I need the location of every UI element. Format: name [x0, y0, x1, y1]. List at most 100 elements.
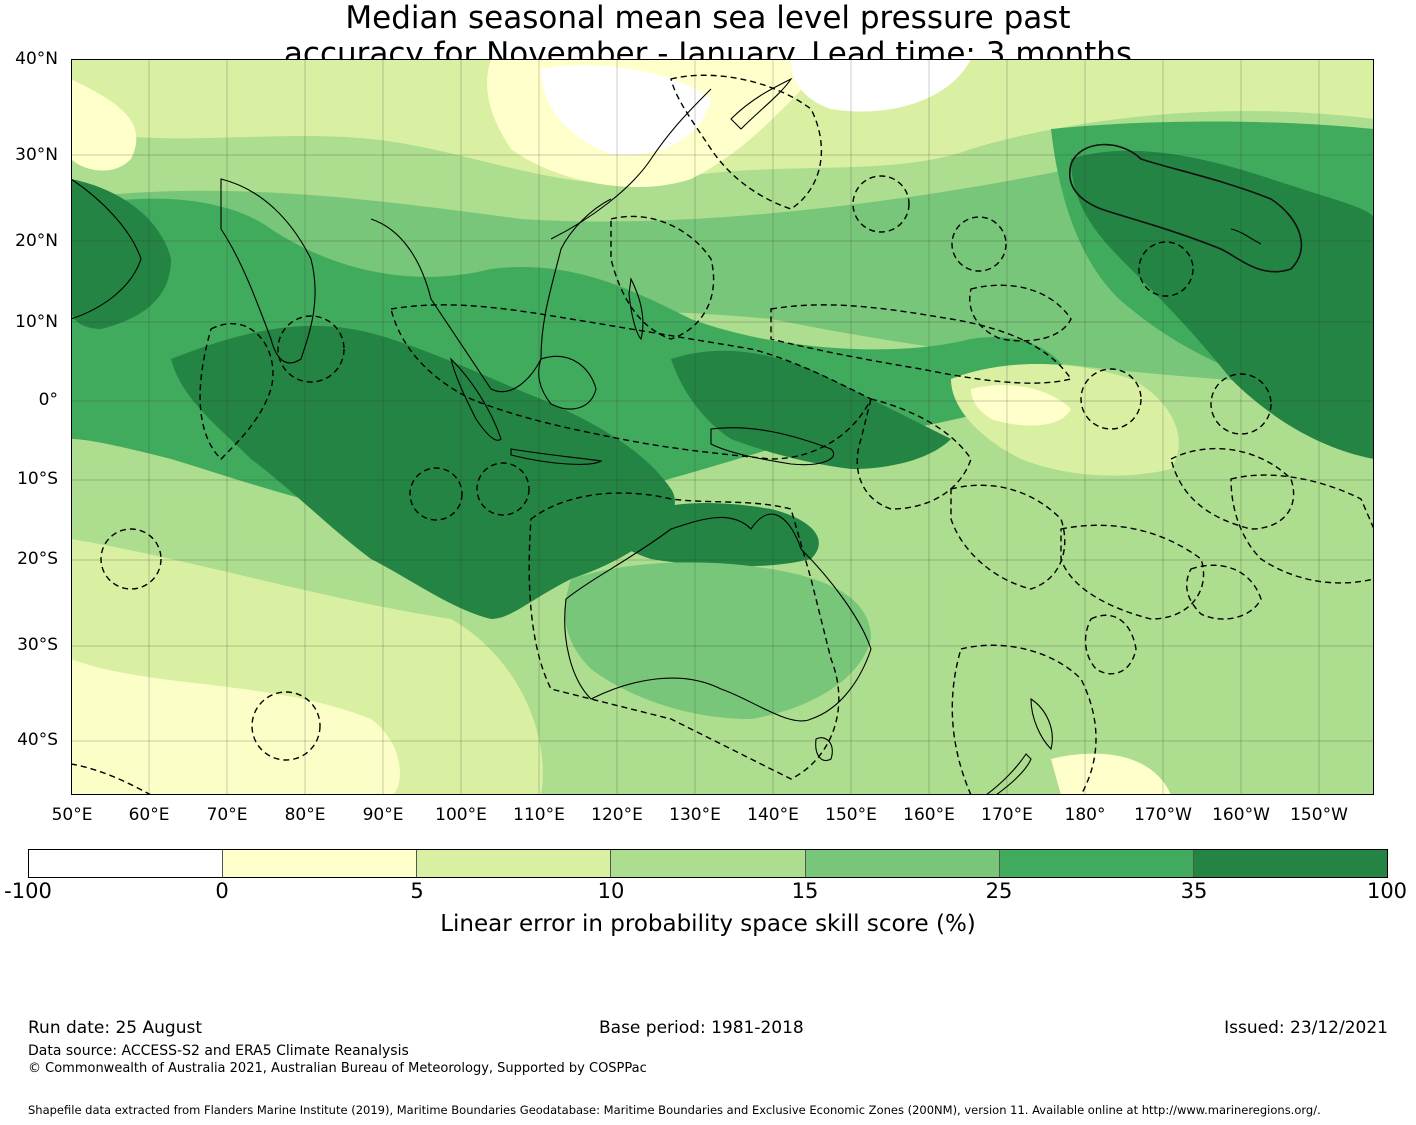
lon-label-150w: 150°W: [1290, 805, 1348, 825]
lat-label-10s: 10°S: [17, 469, 58, 489]
lat-label-30s: 30°S: [17, 635, 58, 655]
lon-label-180: 180°: [1064, 805, 1106, 825]
eez-boundary-st-paul: [251, 691, 321, 761]
shapefile-credit: Shapefile data extracted from Flanders M…: [28, 1103, 1321, 1117]
colorbar-segment-0-5: [223, 850, 418, 877]
coastline-sumatra: [449, 357, 502, 441]
score-region-35-100-maritime: [671, 350, 951, 469]
lon-label-170w: 170°W: [1134, 805, 1192, 825]
coastline-arabia: [71, 178, 142, 320]
score-region-0-5-equatorial-pacific: [971, 385, 1071, 426]
coastline-philippines: [628, 277, 644, 341]
lat-label-40n: 40°N: [15, 49, 58, 69]
eez-boundary-lakshadweep: [277, 315, 345, 383]
colorbar-tick-label: 100: [1366, 879, 1408, 903]
issued-date: Issued: 23/12/2021: [1224, 1018, 1388, 1038]
eez-boundary-johnston: [1138, 241, 1194, 297]
colorbar-segment-15-25: [805, 850, 1000, 877]
data-source: Data source: ACCESS-S2 and ERA5 Climate …: [28, 1043, 409, 1059]
score-region-35-100-arabia: [71, 179, 171, 329]
lon-label-160w: 160°W: [1212, 805, 1270, 825]
lon-label-100e: 100°E: [435, 805, 487, 825]
eez-boundary-cocos: [409, 467, 463, 521]
score-region-negative-china: [541, 65, 711, 155]
coastline-tasmania: [815, 737, 833, 762]
lon-label-80e: 80°E: [284, 805, 326, 825]
lat-label-20s: 20°S: [17, 549, 58, 569]
eez-boundary-indonesia: [390, 304, 872, 460]
eez-boundary-antarctic: [71, 763, 152, 795]
colorbar-tick-label: -100: [4, 879, 52, 903]
lat-label-20n: 20°N: [15, 231, 58, 251]
copyright-notice: © Commonwealth of Australia 2021, Austra…: [28, 1061, 647, 1076]
eez-boundary-central-pacific: [1170, 447, 1295, 530]
coastline-china: [550, 88, 712, 240]
eez-boundary-indian-ocean: [199, 323, 274, 460]
score-region-0-5-south: [71, 659, 400, 795]
lon-label-90e: 90°E: [362, 805, 404, 825]
eez-boundary-jarvis: [1210, 373, 1272, 435]
colorbar-tick-label: 15: [791, 879, 819, 903]
lon-label-60e: 60°E: [128, 805, 170, 825]
eez-boundary-howland: [1080, 368, 1142, 430]
colorbar-tick-label: 5: [410, 879, 424, 903]
colorbar-segment-35-100: [1193, 850, 1387, 877]
map-frame: [71, 59, 1374, 795]
eez-boundary-wake: [852, 175, 910, 233]
eez-boundary-micronesia: [770, 304, 1073, 384]
lat-label-0: 0°: [38, 390, 58, 410]
lat-label-40s: 40°S: [17, 730, 58, 750]
colorbar-tick-label: 10: [597, 879, 625, 903]
eez-boundary-south-pacific: [1060, 524, 1205, 620]
lon-label-120e: 120°E: [591, 805, 643, 825]
coastline-java: [510, 448, 603, 465]
score-region-0-5-northwest: [71, 79, 137, 171]
coastline-australia: [564, 513, 872, 722]
colorbar-tick-label: 35: [1180, 879, 1208, 903]
colorbar-tick-label: 0: [215, 879, 229, 903]
colorbar: [28, 849, 1388, 878]
score-region-35-100-indian: [171, 325, 675, 619]
score-region-0-5-tasman: [1051, 753, 1171, 795]
eez-boundary-marcus: [951, 216, 1007, 272]
colorbar-segment-10-15: [611, 850, 806, 877]
eez-boundary-cook-polynesia: [1230, 474, 1374, 584]
eez-boundaries: [71, 74, 1374, 795]
eez-boundary-christmas-island: [476, 462, 530, 516]
skill-score-map: [71, 59, 1374, 795]
lon-label-160e: 160°E: [903, 805, 955, 825]
lon-label-130e: 130°E: [669, 805, 721, 825]
map-gridlines: [71, 59, 1374, 795]
lat-label-30n: 30°N: [15, 145, 58, 165]
score-region-15-25-north: [71, 135, 1374, 399]
lon-label-140e: 140°E: [747, 805, 799, 825]
base-period: Base period: 1981-2018: [599, 1018, 804, 1038]
coastline-india: [220, 178, 316, 364]
lon-label-50e: 50°E: [51, 805, 93, 825]
score-region-15-25-australia: [565, 562, 871, 719]
coastline-japan: [730, 77, 793, 130]
colorbar-segment-negative: [29, 850, 224, 877]
eez-boundary-vanuatu-fiji: [950, 484, 1066, 590]
lat-label-10n: 10°N: [15, 312, 58, 332]
eez-boundary-kermadec: [1084, 614, 1137, 675]
lon-label-110e: 110°E: [513, 805, 565, 825]
eez-boundary-new-zealand: [951, 644, 1097, 795]
eez-boundary-japan: [670, 74, 823, 210]
colorbar-segment-5-10: [417, 850, 612, 877]
lon-label-70e: 70°E: [206, 805, 248, 825]
coastline-new-zealand-south: [985, 753, 1032, 795]
hawaii-marine-monument-outline: [1069, 143, 1303, 273]
colorbar-label: Linear error in probability space skill …: [440, 911, 976, 937]
score-region-35-100-australia-north: [611, 503, 819, 567]
lon-label-170e: 170°E: [981, 805, 1033, 825]
coastline-new-zealand-north: [1030, 697, 1053, 751]
eez-boundary-australia-west: [528, 492, 840, 780]
eez-boundary-mauritius: [100, 528, 162, 590]
eez-boundary-png-solomons: [856, 398, 972, 510]
colorbar-segment-25-35: [999, 850, 1194, 877]
score-region-negative-north: [791, 59, 971, 112]
lon-label-150e: 150°E: [825, 805, 877, 825]
coastline-borneo: [538, 355, 597, 410]
coastline-southeast-asia: [370, 198, 612, 393]
